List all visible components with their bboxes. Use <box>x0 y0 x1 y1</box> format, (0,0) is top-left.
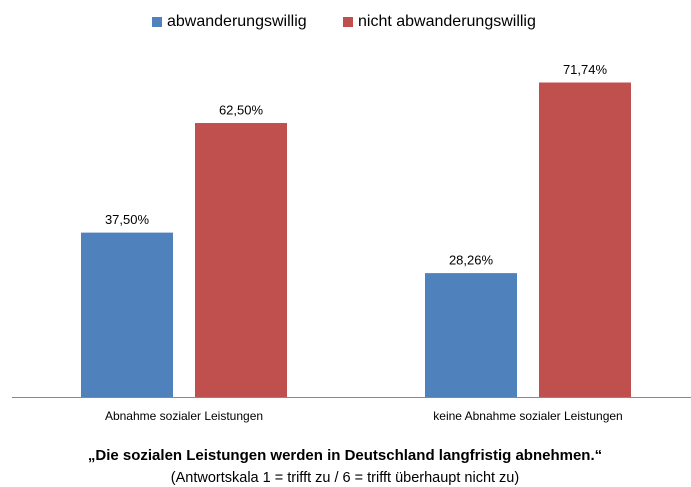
chart-title: „Die sozialen Leistungen werden in Deuts… <box>88 447 602 464</box>
legend-swatch <box>343 17 353 27</box>
legend-label: abwanderungswillig <box>167 13 307 30</box>
legend-swatch <box>152 17 162 27</box>
value-label: 62,50% <box>219 102 264 117</box>
bar <box>195 123 287 397</box>
value-label: 71,74% <box>563 62 608 77</box>
chart-subtitle: (Antwortskala 1 = trifft zu / 6 = trifft… <box>171 470 519 486</box>
bar <box>425 273 517 397</box>
legend-label: nicht abwanderungswillig <box>358 13 536 30</box>
bar <box>81 232 173 397</box>
bar <box>539 82 631 398</box>
x-tick-label: Abnahme sozialer Leistungen <box>105 409 263 423</box>
value-label: 37,50% <box>105 212 150 227</box>
x-tick-label: keine Abnahme sozialer Leistungen <box>433 409 622 423</box>
value-label: 28,26% <box>449 253 494 268</box>
